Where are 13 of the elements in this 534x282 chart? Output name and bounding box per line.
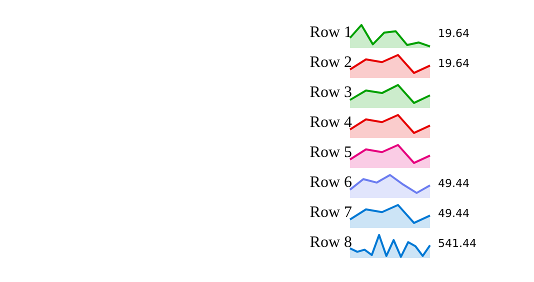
annotation: 19.64 [438, 57, 470, 70]
chart-title: Row 1 [310, 24, 352, 42]
chart-title: Row 7 [310, 204, 352, 222]
chart-title: Row 2 [310, 54, 352, 72]
chart-title: Row 5 [310, 144, 352, 162]
chart-title: Row 3 [310, 84, 352, 102]
text: 19.64 [438, 27, 470, 40]
text: 49.44 [438, 177, 470, 190]
annotation: 49.44 [438, 207, 470, 220]
text: 541.44 [438, 237, 476, 250]
chart-title: Row 4 [310, 114, 352, 132]
chart-title: Row 6 [310, 174, 352, 192]
chart-title: Row 8 [310, 234, 352, 252]
